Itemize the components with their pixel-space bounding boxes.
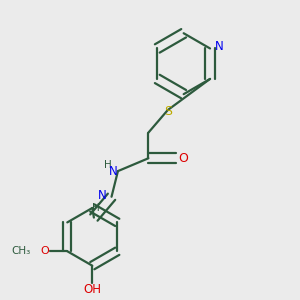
Text: N: N [109,165,118,178]
Text: CH₃: CH₃ [12,246,31,256]
Text: H: H [104,160,112,170]
Text: H: H [92,203,99,213]
Text: O: O [179,152,189,165]
Text: N: N [214,40,224,53]
Text: O: O [40,246,49,256]
Text: N: N [98,189,107,202]
Text: S: S [164,105,172,118]
Text: OH: OH [83,283,101,296]
